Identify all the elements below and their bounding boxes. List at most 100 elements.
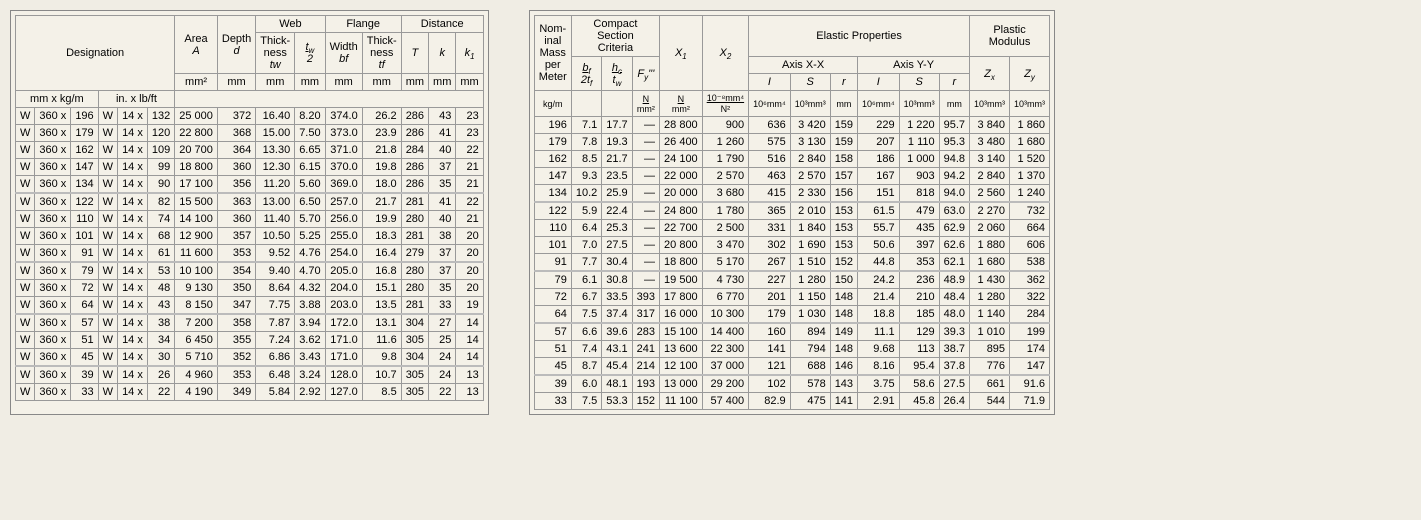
hdr-plastic: PlasticModulus <box>970 16 1050 57</box>
cell: W <box>16 142 35 159</box>
cell: 14 x <box>118 332 148 349</box>
cell: 281 <box>401 228 428 245</box>
cell: — <box>632 117 659 134</box>
cell: 19 <box>456 297 483 315</box>
cell: 193 <box>632 375 659 393</box>
cell: 2 270 <box>970 202 1010 220</box>
hdr-bf2tf: bf2tf <box>571 57 601 91</box>
cell: 1 260 <box>702 134 748 151</box>
cell: W <box>98 384 117 401</box>
cell: 16.8 <box>362 262 401 280</box>
cell: 91 <box>534 254 571 272</box>
cell: 538 <box>1010 254 1050 272</box>
cell: 162 <box>71 142 98 159</box>
cell: 3.24 <box>295 366 325 384</box>
cell: 120 <box>147 125 174 142</box>
cell: 636 <box>749 117 791 134</box>
cell: 14 400 <box>702 323 748 341</box>
cell: 2 330 <box>790 185 830 203</box>
cell: W <box>98 108 117 125</box>
cell: 15 500 <box>175 193 218 211</box>
cell: 304 <box>401 349 428 367</box>
cell: 11.20 <box>256 176 295 194</box>
cell: 122 <box>534 202 571 220</box>
cell: 12.30 <box>256 159 295 176</box>
cell: 353 <box>899 254 939 272</box>
cell: 5.60 <box>295 176 325 194</box>
cell: 322 <box>1010 289 1050 306</box>
cell: 1 280 <box>790 271 830 289</box>
cell: 7.4 <box>571 341 601 358</box>
cell: 575 <box>749 134 791 151</box>
table-row: 517.443.124113 60022 3001417941489.68113… <box>534 341 1049 358</box>
cell: 369.0 <box>325 176 362 194</box>
cell: 14 x <box>118 211 148 228</box>
cell: W <box>16 108 35 125</box>
cell: 58.6 <box>899 375 939 393</box>
cell: 179 <box>534 134 571 151</box>
cell: 350 <box>217 280 255 297</box>
cell: 11 100 <box>660 393 703 410</box>
cell: 146 <box>830 358 857 376</box>
cell: 22 800 <box>175 125 218 142</box>
cell: 53.3 <box>602 393 632 410</box>
cell: 71.9 <box>1010 393 1050 410</box>
cell: 18.0 <box>362 176 401 194</box>
u-Zx: 10³mm³ <box>970 91 1010 117</box>
cell: 109 <box>147 142 174 159</box>
cell: 43 <box>147 297 174 315</box>
cell: 286 <box>401 108 428 125</box>
cell: 13.1 <box>362 314 401 332</box>
cell: 4.32 <box>295 280 325 297</box>
cell: 1 520 <box>1010 151 1050 168</box>
cell: 21.8 <box>362 142 401 159</box>
cell: 39 <box>71 366 98 384</box>
cell: 171.0 <box>325 332 362 349</box>
cell: 544 <box>970 393 1010 410</box>
cell: 210 <box>899 289 939 306</box>
cell: 14 x <box>118 262 148 280</box>
cell: — <box>632 237 659 254</box>
hdr-depth: Depthd <box>217 16 255 74</box>
cell: 179 <box>71 125 98 142</box>
cell: 6.50 <box>295 193 325 211</box>
cell: 254.0 <box>325 245 362 263</box>
cell: 167 <box>858 168 900 185</box>
cell: 7.5 <box>571 306 601 324</box>
hdr-tw2: tw2 <box>295 33 325 74</box>
cell: 22 <box>429 384 456 401</box>
cell: 38.7 <box>939 341 969 358</box>
cell: 19.3 <box>602 134 632 151</box>
hdr-k1: k1 <box>456 33 483 74</box>
hdr-Zx: Zx <box>970 57 1010 91</box>
cell: 18 800 <box>660 254 703 272</box>
table-row: W360 x39W14 x264 9603536.483.24128.010.7… <box>16 366 484 384</box>
cell: 372 <box>217 108 255 125</box>
u-metric: mm x kg/m <box>16 91 99 108</box>
table-row: W360 x179W14 x12022 80036815.007.50373.0… <box>16 125 484 142</box>
table-row: W360 x122W14 x8215 50036313.006.50257.02… <box>16 193 484 211</box>
cell: 305 <box>401 332 428 349</box>
cell: 229 <box>858 117 900 134</box>
cell: 14 x <box>118 125 148 142</box>
cell: 27.5 <box>602 237 632 254</box>
cell: 24 <box>429 349 456 367</box>
u-mm2: mm² <box>175 74 218 91</box>
cell: 2 840 <box>970 168 1010 185</box>
cell: 7.1 <box>571 117 601 134</box>
cell: 26 400 <box>660 134 703 151</box>
cell: 227 <box>749 271 791 289</box>
cell: 159 <box>830 134 857 151</box>
cell: 127.0 <box>325 384 362 401</box>
cell: 3.62 <box>295 332 325 349</box>
left-table-panel: Designation AreaA Depthd Web Flange Dist… <box>10 10 489 415</box>
cell: 14 x <box>118 193 148 211</box>
cell: 196 <box>71 108 98 125</box>
cell: 19.8 <box>362 159 401 176</box>
cell: 95.4 <box>899 358 939 376</box>
hdr-width: Widthbf <box>325 33 362 74</box>
cell: 352 <box>217 349 255 367</box>
cell: 360 x <box>35 211 71 228</box>
cell: 153 <box>830 202 857 220</box>
cell: W <box>98 211 117 228</box>
